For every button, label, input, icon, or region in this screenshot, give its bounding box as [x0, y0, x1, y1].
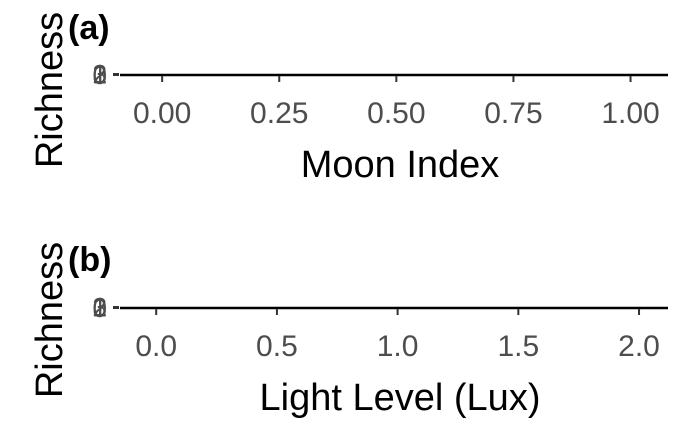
panel-label: (b) — [68, 241, 111, 279]
x-tick-label: 0.75 — [484, 97, 542, 130]
y-tick-label: 2 — [93, 59, 107, 89]
y-tick-label: 1 — [93, 60, 107, 90]
x-tick-label: 2.0 — [618, 330, 660, 363]
y-axis-title: Richness — [29, 12, 71, 168]
x-tick-label: 1.5 — [497, 330, 539, 363]
x-tick-label: 1.00 — [601, 97, 659, 130]
x-tick-label: 0.00 — [133, 97, 191, 130]
y-tick-label: 2 — [93, 292, 107, 322]
y-tick-label: 3 — [93, 292, 107, 322]
y-tick-label: 3 — [93, 59, 107, 89]
y-axis-title: Richness — [29, 242, 71, 398]
x-tick-label: 0.0 — [135, 330, 177, 363]
x-tick-label: 0.25 — [250, 97, 308, 130]
x-tick-label: 1.0 — [377, 330, 419, 363]
y-tick-label: 0 — [93, 60, 107, 90]
x-axis-title: Light Level (Lux) — [260, 377, 541, 419]
x-tick-label: 0.50 — [367, 97, 425, 130]
y-tick-label: 0 — [93, 293, 107, 323]
panel-label: (a) — [68, 9, 110, 47]
x-axis-title: Moon Index — [301, 144, 500, 186]
y-tick-label: 1 — [93, 293, 107, 323]
x-tick-label: 0.5 — [256, 330, 298, 363]
